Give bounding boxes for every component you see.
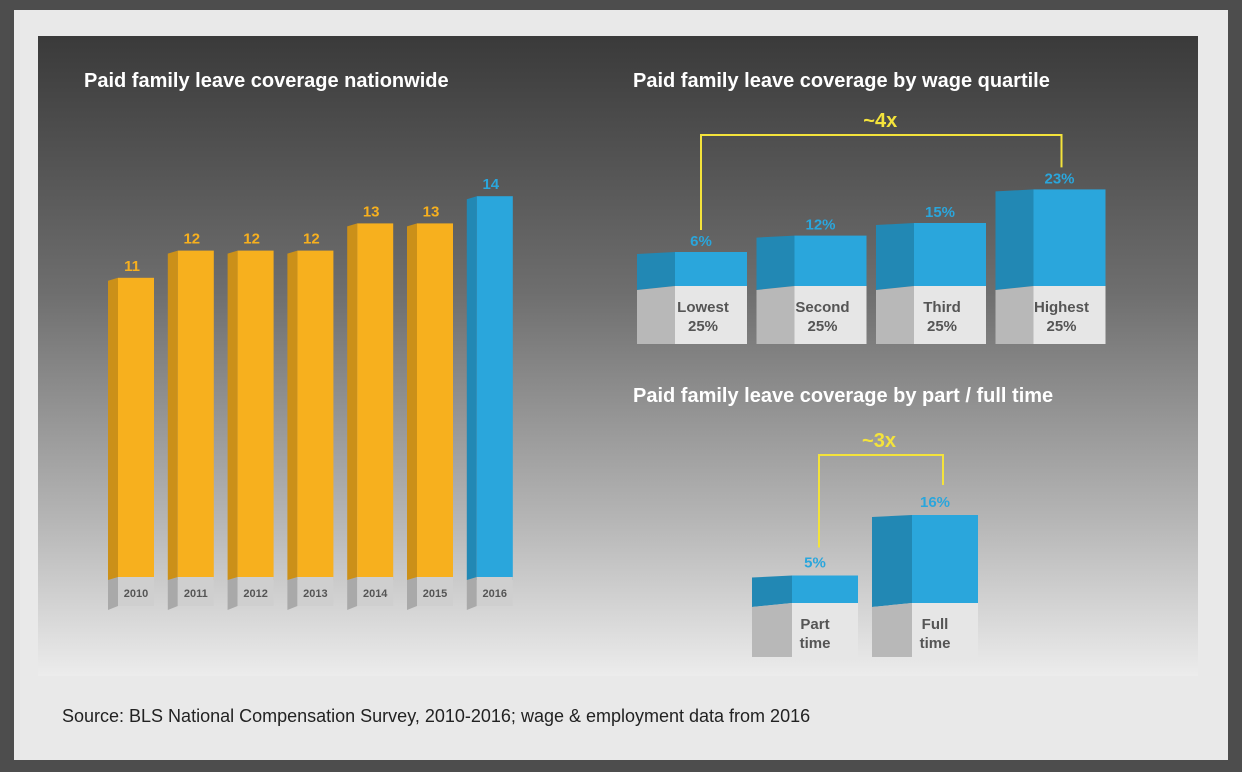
time-base-1 — [912, 603, 978, 657]
bar-2012 — [237, 250, 274, 580]
time-label-1: Full — [922, 616, 949, 633]
quartile-label-1: Second — [795, 299, 849, 316]
tick-label-2014: 2014 — [363, 588, 388, 600]
quartile-bar-side-1 — [756, 235, 795, 290]
bar-side-2010 — [108, 277, 118, 580]
quartile-annotation: ~4x — [863, 110, 897, 132]
quartile-base-0 — [675, 286, 747, 344]
quartile-bar-side-3 — [995, 189, 1034, 290]
quartile-base-1 — [794, 286, 867, 344]
tick-label-2013: 2013 — [303, 588, 327, 600]
time-label-2-1: time — [920, 635, 951, 652]
time-label-0: Part — [800, 616, 829, 633]
quartile-bar-2 — [914, 223, 986, 286]
parttime-title: Paid family leave coverage by part / ful… — [633, 385, 1054, 407]
quartile-bar-side-0 — [637, 252, 675, 290]
quartile-base-side-2 — [876, 286, 914, 344]
bar-base-side-2011 — [167, 577, 178, 610]
data-label-2011: 12 — [183, 231, 200, 248]
bar-2010 — [118, 277, 154, 580]
bar-2014 — [357, 223, 394, 580]
source-note: Source: BLS National Compensation Survey… — [62, 706, 811, 726]
bar-side-2015 — [407, 223, 417, 580]
quartile-label-2: Third — [923, 299, 961, 316]
quartile-base-2 — [914, 286, 986, 344]
bar-2011 — [177, 250, 214, 580]
time-data-label-1: 16% — [920, 494, 950, 511]
bar-base-2013 — [297, 577, 334, 606]
bar-base-side-2016 — [466, 577, 477, 610]
quartile-bar-side-2 — [876, 223, 914, 290]
time-label-2-0: time — [800, 635, 831, 652]
quartile-bar-1 — [794, 235, 867, 286]
tick-label-2012: 2012 — [243, 588, 267, 600]
bar-base-side-2010 — [108, 577, 118, 610]
quartile-label-pct-0: 25% — [688, 318, 718, 335]
bar-base-side-2014 — [347, 577, 358, 610]
quartile-title: Paid family leave coverage by wage quart… — [633, 70, 1050, 92]
bar-side-2016 — [466, 196, 477, 580]
bar-base-side-2015 — [407, 577, 417, 610]
bar-base-side-2012 — [227, 577, 238, 610]
time-bar-1 — [912, 515, 978, 603]
data-label-2014: 13 — [363, 203, 380, 220]
quartile-data-label-2: 15% — [925, 204, 955, 221]
quartile-data-label-3: 23% — [1044, 170, 1074, 187]
bar-base-2011 — [177, 577, 214, 606]
bar-side-2012 — [227, 250, 238, 580]
bar-base-side-2013 — [287, 577, 298, 610]
quartile-bar-0 — [675, 252, 747, 286]
quartile-label-3: Highest — [1034, 299, 1089, 316]
time-base-side-1 — [872, 603, 912, 657]
quartile-base-side-0 — [637, 286, 675, 344]
data-label-2016: 14 — [482, 176, 499, 193]
bar-2013 — [297, 250, 334, 580]
time-bracket — [818, 454, 944, 548]
tick-label-2015: 2015 — [423, 588, 447, 600]
bar-base-2014 — [357, 577, 394, 606]
bar-2015 — [417, 223, 453, 580]
bar-side-2013 — [287, 250, 298, 580]
nationwide-title: Paid family leave coverage nationwide — [84, 70, 449, 92]
quartile-data-label-0: 6% — [690, 233, 712, 250]
data-label-2013: 12 — [303, 231, 320, 248]
quartile-data-label-1: 12% — [805, 217, 835, 234]
bar-base-2016 — [476, 577, 513, 606]
bar-base-2010 — [118, 577, 154, 606]
data-label-2010: 11 — [124, 258, 140, 275]
tick-label-2011: 2011 — [184, 588, 208, 600]
quartile-bracket — [700, 134, 1063, 230]
quartile-label-0: Lowest — [677, 299, 729, 316]
quartile-base-side-1 — [756, 286, 795, 344]
bar-side-2011 — [167, 250, 178, 580]
data-label-2012: 12 — [243, 231, 260, 248]
quartile-base-side-3 — [995, 286, 1034, 344]
time-bar-side-1 — [872, 515, 912, 607]
tick-label-2016: 2016 — [483, 588, 507, 600]
data-label-2015: 13 — [423, 203, 440, 220]
quartile-label-pct-2: 25% — [927, 318, 957, 335]
time-bar-side-0 — [752, 575, 792, 607]
time-base-side-0 — [752, 603, 792, 657]
bar-2016 — [476, 196, 513, 580]
tick-label-2010: 2010 — [124, 588, 148, 600]
quartile-label-pct-1: 25% — [807, 318, 837, 335]
quartile-bar-3 — [1033, 189, 1106, 286]
time-annotation: ~3x — [862, 430, 896, 452]
time-base-0 — [792, 603, 858, 657]
bar-base-2015 — [417, 577, 453, 606]
bar-base-2012 — [237, 577, 274, 606]
quartile-base-3 — [1033, 286, 1106, 344]
time-data-label-0: 5% — [804, 555, 826, 572]
quartile-label-pct-3: 25% — [1046, 318, 1076, 335]
bar-side-2014 — [347, 223, 358, 580]
time-bar-0 — [792, 575, 858, 603]
